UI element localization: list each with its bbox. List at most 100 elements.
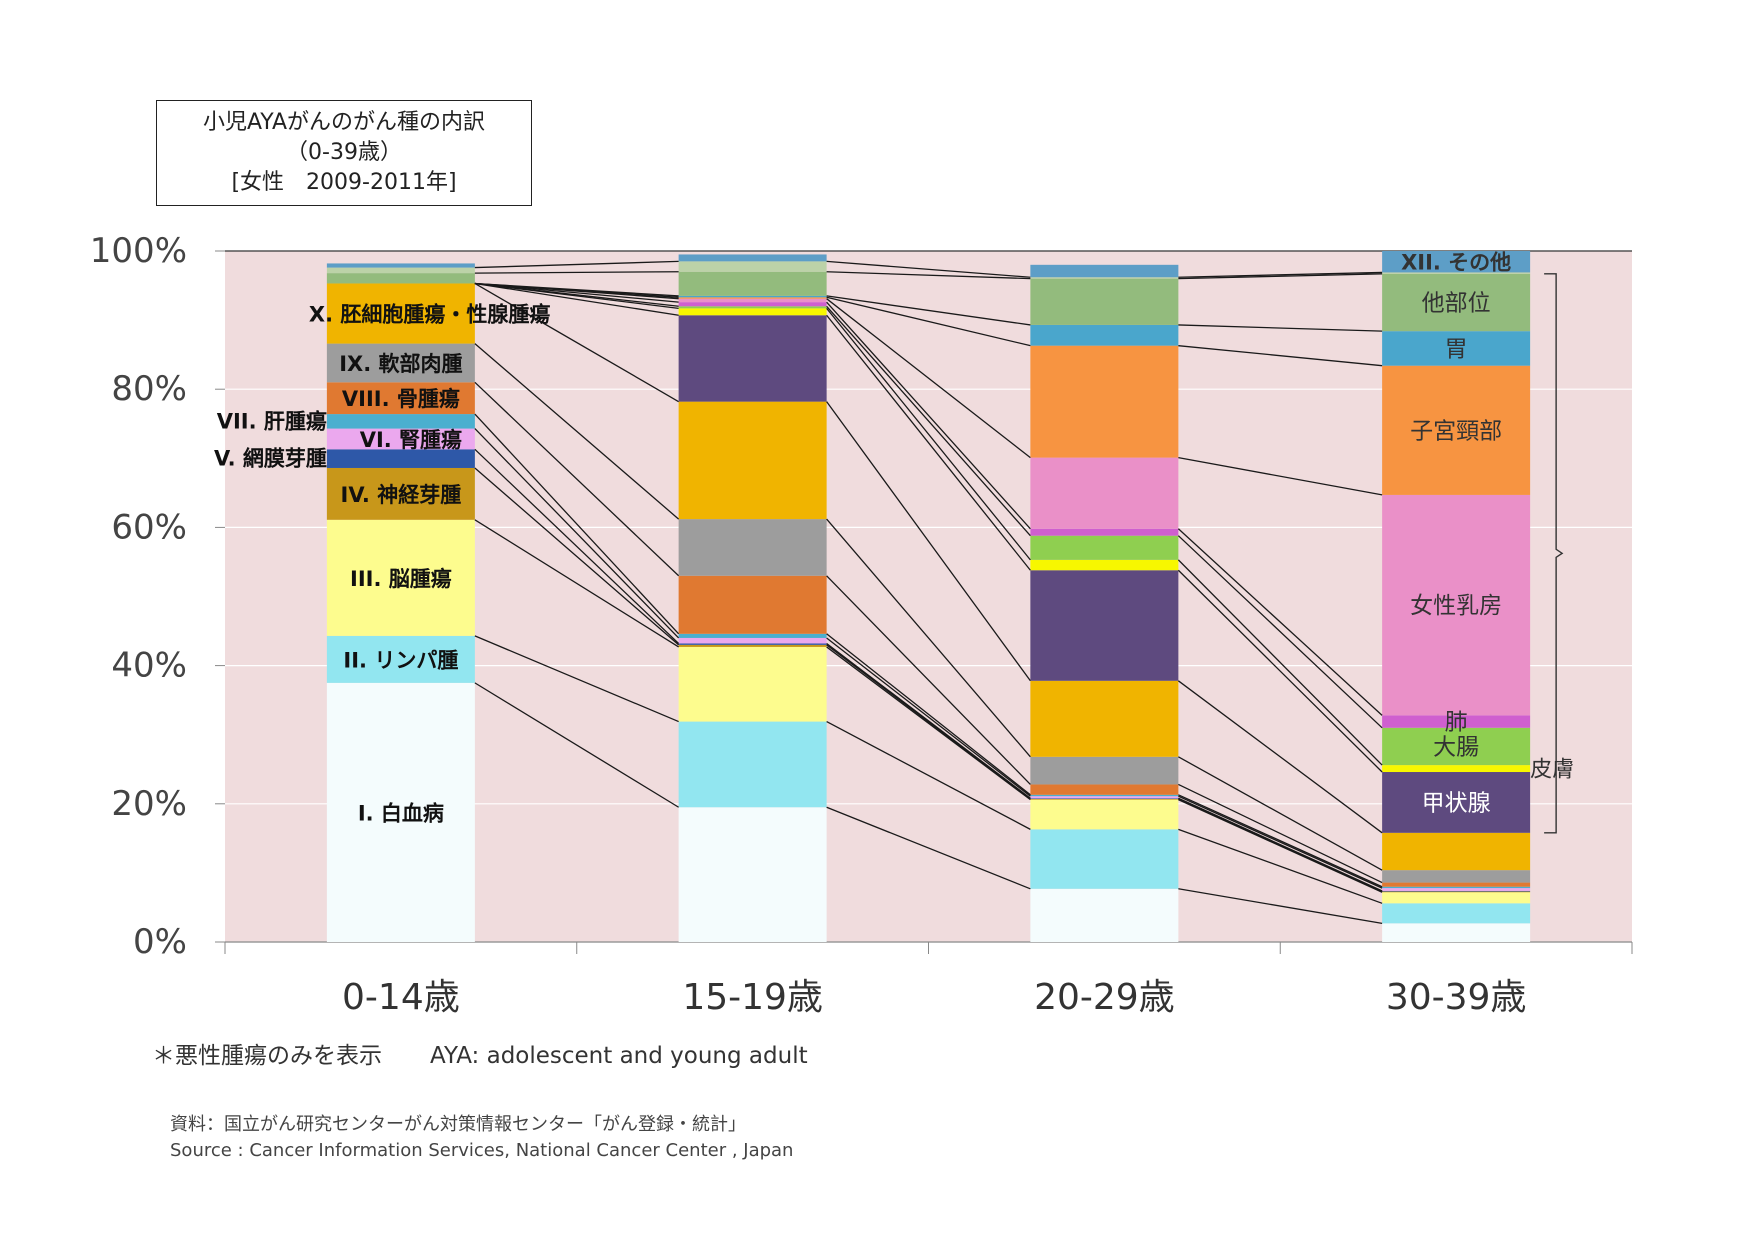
connector-line <box>1178 756 1383 871</box>
bar-segment <box>326 263 475 268</box>
connector-line <box>826 271 1031 280</box>
connector-line <box>826 518 1031 758</box>
x-tick-label: 15-19歳 <box>682 977 823 1018</box>
bar-label: 女性乳房 <box>1410 593 1502 619</box>
bar-segment <box>1382 888 1531 891</box>
bar-segment <box>678 308 827 316</box>
bar-segment <box>678 297 827 299</box>
connector-line <box>826 720 1031 830</box>
y-tick-label: 80% <box>111 369 187 409</box>
bar-segment <box>1382 903 1531 924</box>
bar-segment <box>326 449 475 468</box>
bar-segment <box>1382 251 1531 273</box>
bar-label: 他部位 <box>1422 290 1491 316</box>
bar-label: VIII. 骨腫瘍 <box>342 387 460 411</box>
connector-line <box>1178 888 1383 924</box>
bar-segment <box>1030 796 1179 799</box>
side-label: V. 網膜芽腫 <box>214 447 327 471</box>
bar-segment <box>1382 870 1531 883</box>
bar-segment <box>326 635 475 683</box>
bar-segment <box>1030 528 1179 536</box>
bar-segment <box>678 646 827 722</box>
bar-segment <box>678 401 827 520</box>
bar-segment <box>1382 273 1531 332</box>
bar-segment <box>1382 890 1531 892</box>
bar-label: IV. 神経芽腫 <box>341 483 462 507</box>
connector-line <box>826 575 1031 785</box>
connector-line <box>1178 794 1383 888</box>
connector-line <box>474 271 679 274</box>
connector-line <box>1177 528 1383 716</box>
bar-segment <box>678 633 827 638</box>
bar-segment <box>678 721 827 808</box>
connector-line <box>826 301 1031 530</box>
connector-line <box>474 343 680 520</box>
x-tick-label: 0-14歳 <box>342 977 460 1018</box>
connector-line <box>474 519 679 648</box>
bar-segment <box>1030 277 1179 279</box>
bar-label: 子宮頸部 <box>1410 418 1502 444</box>
connector-line <box>474 467 680 646</box>
x-tick-label: 20-29歳 <box>1034 977 1175 1018</box>
bar-segment <box>678 261 827 272</box>
connector-line <box>1178 271 1383 278</box>
bar-segment <box>1030 798 1179 799</box>
bar-segment <box>1030 278 1179 325</box>
bar-segment <box>1382 272 1531 274</box>
bar-segment <box>1030 264 1179 278</box>
bar-segment <box>326 428 475 450</box>
connector-line <box>474 413 680 635</box>
bar-segment <box>1382 727 1531 766</box>
chart-title-line2: （0-39歳） <box>286 140 402 165</box>
connector-line <box>474 282 679 307</box>
x-tick-label: 30-39歳 <box>1386 977 1527 1018</box>
bar-segment <box>1030 324 1179 346</box>
bar-segment <box>678 298 827 303</box>
bar-segment <box>326 467 475 520</box>
connector-line <box>474 282 679 316</box>
bar-segment <box>1030 559 1179 571</box>
bar-label: I. 白血病 <box>358 801 444 825</box>
connector-line <box>474 428 680 639</box>
bar-label: IX. 軟部肉腫 <box>339 352 462 376</box>
bar-segment <box>678 575 827 634</box>
bar-segment <box>678 643 827 645</box>
connector-line <box>826 646 1031 801</box>
bracket-label: 皮膚 <box>1530 758 1574 783</box>
bar-segment <box>678 271 827 296</box>
source-credit: 資料：国立がん研究センターがん対策情報センター「がん登録・統計」 Source … <box>170 1112 793 1164</box>
connector-line <box>1177 559 1383 766</box>
bar-segment <box>326 519 475 636</box>
bar-segment <box>1030 570 1179 681</box>
bar-segment <box>1382 886 1531 889</box>
bar-segment <box>326 382 475 415</box>
chart-title-line3: [女性 2009-2011年] <box>231 170 457 195</box>
bar-segment <box>678 254 827 262</box>
bar-segment <box>678 315 827 402</box>
y-tick-label: 60% <box>111 507 187 547</box>
bar-segment <box>1382 832 1531 871</box>
chart-title-box: 小児AYAがんのがん種の内訳 （0-39歳） [女性 2009-2011年] <box>156 100 532 206</box>
bar-segment <box>1382 494 1531 716</box>
bar-segment <box>1030 798 1179 800</box>
connector-line <box>826 637 1031 797</box>
bracket <box>1544 273 1564 834</box>
bar-segment <box>1382 892 1531 904</box>
connector-line <box>1178 324 1383 332</box>
bar-label: X. 胚細胞腫瘍・性腺腫瘍 <box>309 303 550 327</box>
bar-segment <box>1382 772 1531 833</box>
bar-segment <box>1030 535 1179 560</box>
bar-segment <box>1382 331 1531 366</box>
y-tick-label: 20% <box>111 784 187 824</box>
y-tick-label: 0% <box>133 922 187 962</box>
y-tick-label: 40% <box>111 646 187 686</box>
bar-label: 甲状腺 <box>1422 790 1491 816</box>
bar-segment <box>1030 784 1179 795</box>
connector-line <box>1178 273 1383 280</box>
bar-segment <box>326 273 475 284</box>
bar-segment <box>1030 799 1179 830</box>
connector-line <box>1178 828 1383 904</box>
bar-label: VI. 腎腫瘍 <box>360 428 462 452</box>
connector-line <box>1178 795 1383 889</box>
